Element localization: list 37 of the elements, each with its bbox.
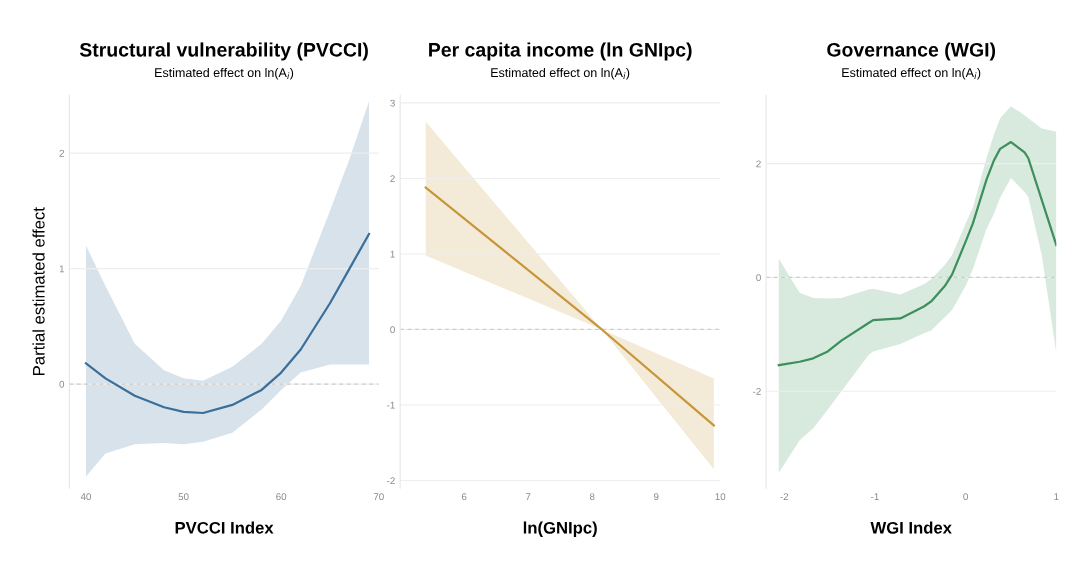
line-series [84, 232, 371, 415]
y-tick-label: -2 [387, 477, 395, 485]
x-tick-label: 60 [276, 493, 287, 501]
x-tick-label: -2 [780, 493, 789, 500]
x-tick-label: 50 [178, 493, 189, 501]
x-tick-label: 8 [589, 493, 595, 501]
x-tick-label: -1 [871, 493, 879, 500]
x-tick-label: 1 [1054, 493, 1059, 500]
x-tick-label: 0 [963, 493, 968, 501]
x-axis-title: PVCCI Index [175, 521, 274, 534]
y-tick-label: 2 [756, 160, 761, 168]
y-axis-title: Partial estimated effect [32, 207, 45, 375]
x-tick-label: 9 [653, 493, 659, 501]
x-axis-title: WGI Index [870, 521, 952, 534]
x-tick-label: 70 [373, 493, 384, 501]
chart-subtitle: Estimated effect on ln(A$_{i}$) [842, 67, 981, 80]
y-tick-label: 1 [390, 250, 395, 258]
x-tick-label: 6 [461, 493, 467, 501]
chart-title: Per capita income (ln GNIpc) [429, 42, 692, 61]
y-tick-label: 1 [59, 265, 65, 273]
y-tick-label: 2 [390, 175, 395, 182]
x-tick-label: 10 [715, 493, 726, 501]
y-tick-label: -2 [753, 388, 761, 395]
chart-subtitle: Estimated effect on ln(A$_{i}$) [491, 67, 630, 80]
y-tick-label: -1 [387, 401, 395, 409]
x-axis-title: ln(GNIpc) [523, 521, 597, 537]
y-tick-label: 3 [390, 99, 395, 107]
y-tick-label: 0 [59, 380, 65, 388]
y-tick-label: 2 [59, 149, 65, 157]
line-series [777, 140, 1057, 367]
y-tick-label: 0 [756, 274, 761, 282]
chart-subtitle: Estimated effect on ln(A$_{i}$) [155, 67, 294, 80]
x-tick-label: 7 [525, 493, 531, 500]
chart-title: Governance (WGI) [827, 42, 996, 61]
x-tick-label: 40 [80, 493, 91, 501]
y-tick-label: 0 [390, 326, 395, 334]
chart-title: Structural vulnerability (PVCCI) [79, 42, 368, 61]
